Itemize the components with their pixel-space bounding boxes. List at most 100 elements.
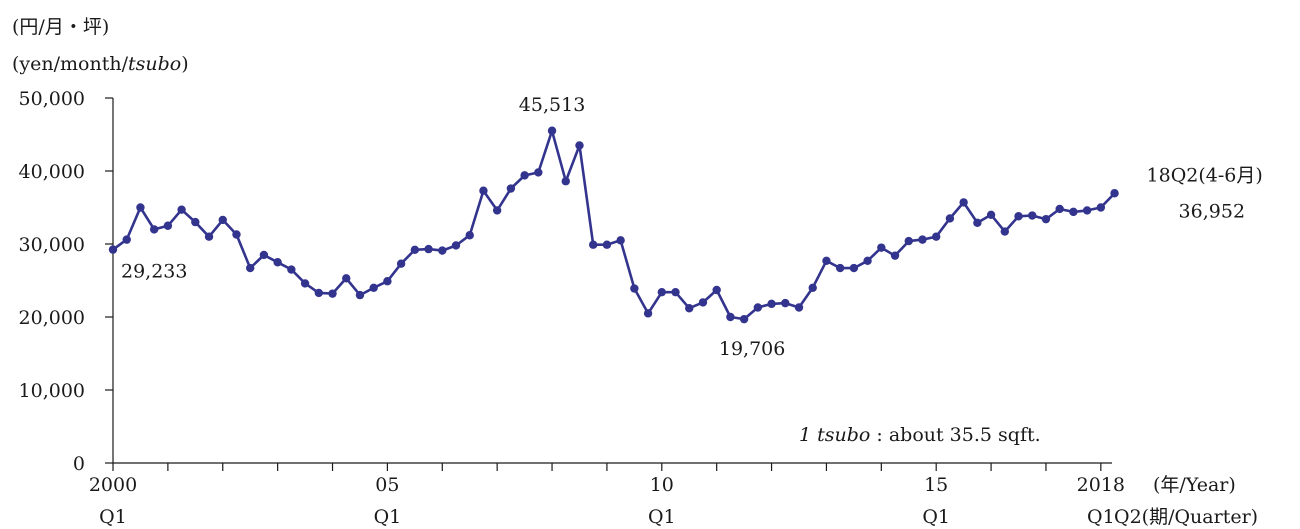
y-unit-label-en-suffix: ) <box>181 53 188 75</box>
data-point <box>835 263 845 273</box>
data-point <box>890 251 900 260</box>
data-point <box>561 177 570 186</box>
tsubo-note-italic: 1 tsubo <box>799 424 870 446</box>
data-point <box>136 203 145 212</box>
data-point <box>246 263 255 273</box>
data-point <box>1110 189 1119 198</box>
y-tick-label: 20,000 <box>19 307 85 329</box>
data-point <box>973 218 982 228</box>
y-tick-label: 50,000 <box>19 88 85 110</box>
data-point <box>863 256 872 265</box>
data-point <box>383 277 392 286</box>
data-label: 45,513 <box>519 94 585 116</box>
data-point <box>808 283 817 292</box>
data-point <box>410 245 420 255</box>
x-tick-label-quarter: Q1 <box>1087 506 1115 528</box>
x-tick-label-year: 2018 <box>1077 474 1125 496</box>
annotations: 29,233 45,513 19,706 18Q2(4-6月) 36,952 <box>121 94 1263 360</box>
data-label: 18Q2(4-6月) <box>1147 164 1263 186</box>
data-point <box>314 288 323 298</box>
data-point <box>122 235 131 244</box>
data-point <box>191 217 200 227</box>
data-point <box>163 221 173 230</box>
data-point <box>506 184 516 193</box>
data-label: 19,706 <box>719 338 785 360</box>
data-point <box>794 303 804 312</box>
data-point <box>589 240 598 249</box>
data-point <box>232 230 241 239</box>
data-point <box>1096 203 1106 212</box>
data-point <box>273 258 282 267</box>
data-point <box>945 214 955 223</box>
x-ticks: 2000 Q1 05 Q1 10 Q1 15 Q1 2018 Q1 <box>89 463 1125 528</box>
data-point <box>630 284 639 293</box>
data-point <box>1055 204 1064 214</box>
data-point <box>300 279 310 288</box>
y-tick-label: 40,000 <box>19 161 85 183</box>
series-group <box>108 126 1119 324</box>
tsubo-note-rest: : about 35.5 sqft. <box>870 424 1040 446</box>
x-tick-label-year: 15 <box>924 474 948 496</box>
data-point <box>822 256 831 265</box>
data-point <box>287 265 296 274</box>
data-point <box>1014 212 1023 221</box>
data-point <box>671 287 680 297</box>
data-point <box>108 245 118 254</box>
data-point <box>781 298 790 308</box>
data-point <box>177 205 186 214</box>
y-unit-label-en-prefix: (yen/month/ <box>12 53 129 75</box>
tsubo-note: 1 tsubo : about 35.5 sqft. <box>799 424 1041 446</box>
data-point <box>424 244 433 254</box>
y-unit-label-en: (yen/month/tsubo) <box>12 53 189 75</box>
data-point <box>685 304 694 313</box>
data-point <box>739 314 749 324</box>
data-point <box>877 243 886 252</box>
data-point <box>1041 214 1051 224</box>
y-unit-label-en-italic: tsubo <box>128 53 181 75</box>
data-point <box>767 299 776 309</box>
data-point <box>218 215 227 225</box>
x-tick-label-year: 2000 <box>89 474 137 496</box>
data-point <box>986 210 996 219</box>
y-tick-label: 10,000 <box>19 380 85 402</box>
data-point <box>726 312 735 322</box>
data-label: 36,952 <box>1179 200 1245 222</box>
x-axis-quarter-label: Q2(期/Quarter) <box>1114 506 1258 528</box>
data-point <box>849 263 859 273</box>
data-point <box>149 225 159 234</box>
data-point <box>575 141 584 150</box>
data-point <box>342 274 351 283</box>
data-point <box>451 241 461 250</box>
data-point <box>753 303 763 312</box>
x-tick-label-quarter: Q1 <box>99 506 127 528</box>
data-point <box>438 246 447 255</box>
data-point <box>547 126 557 135</box>
x-axis-label: (年/Year) <box>1153 474 1236 496</box>
data-point <box>602 240 612 249</box>
series-line <box>112 129 1116 321</box>
data-point <box>1069 207 1078 217</box>
data-point <box>479 186 488 195</box>
data-point <box>396 259 406 268</box>
data-point <box>492 206 502 215</box>
data-point <box>328 289 337 298</box>
x-tick-label-quarter: Q1 <box>374 506 402 528</box>
data-point <box>657 287 666 297</box>
data-point <box>355 290 365 300</box>
x-tick-label-quarter: Q1 <box>922 506 950 528</box>
data-point <box>643 309 653 318</box>
data-point <box>959 198 968 207</box>
data-point <box>534 168 543 177</box>
data-point <box>369 283 378 292</box>
x-tick-label-quarter: Q1 <box>648 506 676 528</box>
data-point <box>918 235 927 244</box>
data-point <box>932 232 941 241</box>
data-point <box>1000 227 1009 236</box>
data-point <box>698 298 708 307</box>
x-tick-label-year: 05 <box>375 474 399 496</box>
y-unit-label-jp: (円/月・坪) <box>12 16 109 38</box>
data-point <box>259 250 269 260</box>
data-point <box>520 171 529 180</box>
y-ticks: 0 10,000 20,000 30,000 40,000 50,000 <box>19 88 113 475</box>
